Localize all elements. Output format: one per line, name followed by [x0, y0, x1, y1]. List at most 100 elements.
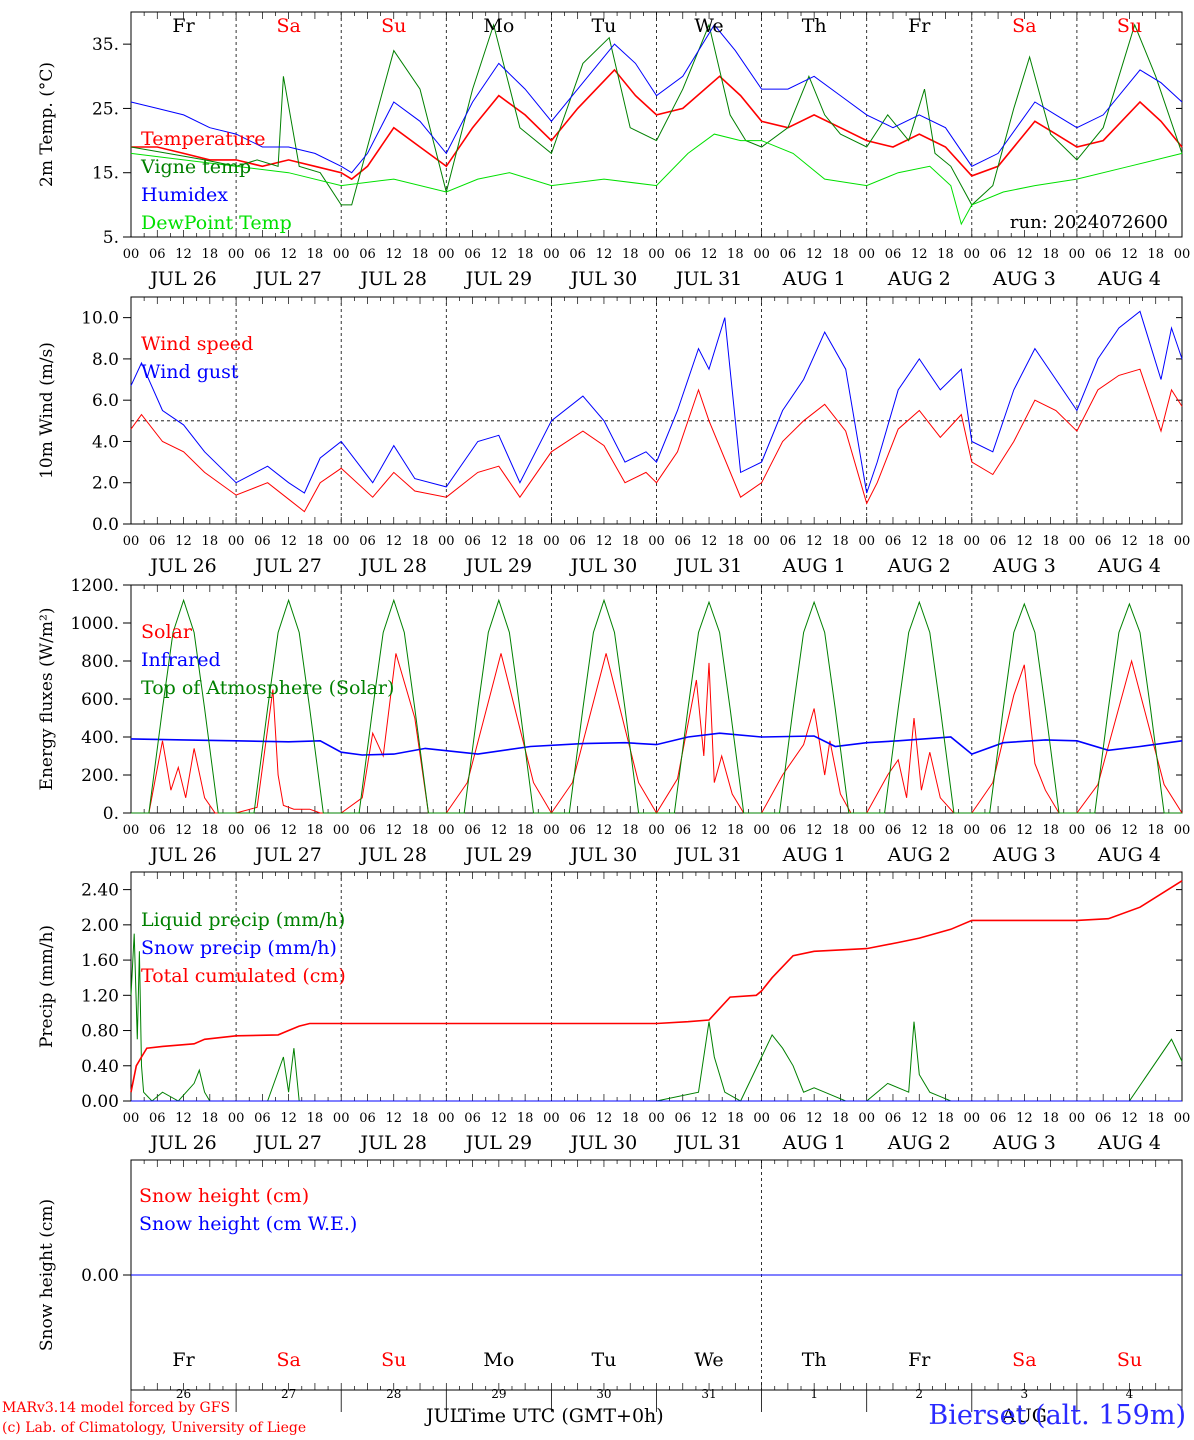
y-tick-label: 0.00 [81, 1266, 119, 1286]
legend-entry: Liquid precip (mm/h) [141, 909, 345, 931]
y-tick-label: 8.0 [92, 350, 119, 370]
hour-tick-label: 12 [1121, 823, 1138, 838]
hour-tick-label: 06 [675, 823, 692, 838]
hour-tick-label: 12 [701, 1111, 718, 1126]
hour-tick-label: 12 [911, 247, 928, 262]
hour-tick-label: 12 [1016, 1111, 1033, 1126]
hour-tick-label: 00 [543, 534, 560, 549]
hour-tick-label: 06 [254, 247, 271, 262]
hour-tick-label: 00 [1174, 823, 1191, 838]
legend-entry: Snow precip (mm/h) [141, 937, 337, 959]
hour-tick-label: 06 [885, 1111, 902, 1126]
legend-entry: Vigne temp [140, 156, 251, 178]
hour-tick-label: 12 [806, 823, 823, 838]
hour-tick-label: 06 [990, 823, 1007, 838]
hour-tick-label: 00 [123, 823, 140, 838]
date-label: AUG 4 [1097, 268, 1161, 290]
hour-tick-label: 06 [464, 247, 481, 262]
date-label: JUL 30 [569, 268, 637, 290]
hour-tick-label: 12 [175, 247, 192, 262]
date-label: AUG 2 [887, 1132, 951, 1154]
hour-tick-label: 06 [885, 247, 902, 262]
y-tick-label: 600. [81, 690, 119, 710]
hour-tick-label: 18 [832, 534, 849, 549]
date-label: AUG 4 [1097, 1132, 1161, 1154]
y-tick-label: 0.40 [81, 1057, 119, 1077]
series-line [131, 68, 1183, 181]
hour-tick-label: 06 [1095, 823, 1112, 838]
date-label: JUL 29 [464, 268, 532, 290]
hour-tick-label: 18 [1147, 823, 1164, 838]
hour-tick-label: 18 [412, 823, 429, 838]
hour-tick-label: 12 [806, 1111, 823, 1126]
hour-tick-label: 06 [464, 1111, 481, 1126]
legend-entry: Snow height (cm) [139, 1185, 309, 1207]
hour-tick-label: 12 [385, 1111, 402, 1126]
hour-tick-label: 06 [1095, 247, 1112, 262]
hour-tick-label: 06 [780, 247, 797, 262]
hour-tick-label: 12 [491, 247, 508, 262]
y-tick-label: 800. [81, 652, 119, 672]
hour-tick-label: 00 [858, 1111, 875, 1126]
hour-tick-label: 00 [228, 247, 245, 262]
series-line [131, 598, 1182, 814]
hour-tick-label: 12 [596, 247, 613, 262]
hour-tick-label: 12 [1121, 247, 1138, 262]
hour-tick-label: 06 [359, 823, 376, 838]
y-tick-label: 0. [103, 804, 119, 824]
day-number-label: 27 [281, 1387, 296, 1401]
y-tick-label: 5. [103, 228, 119, 248]
hour-tick-label: 06 [149, 823, 166, 838]
day-number-label: 1 [810, 1387, 818, 1401]
y-axis-label: Energy fluxes (W/m²) [37, 608, 57, 791]
hour-tick-label: 00 [964, 534, 981, 549]
day-number-label: 4 [1126, 1387, 1134, 1401]
date-label: JUL 29 [464, 844, 532, 866]
series-line [130, 732, 1183, 756]
date-label: JUL 28 [359, 555, 427, 577]
y-tick-label: 2.0 [92, 474, 119, 494]
hour-tick-label: 18 [307, 1111, 324, 1126]
hour-tick-label: 06 [254, 1111, 271, 1126]
hour-tick-label: 18 [517, 823, 534, 838]
date-label: AUG 4 [1097, 844, 1161, 866]
hour-tick-label: 18 [307, 534, 324, 549]
hour-tick-label: 06 [675, 534, 692, 549]
weekday-label: Fr [172, 1349, 195, 1371]
hour-tick-label: 18 [727, 247, 744, 262]
hour-tick-label: 12 [1016, 247, 1033, 262]
date-label: JUL 28 [359, 1132, 427, 1154]
weekday-label: Su [1117, 1349, 1142, 1371]
legend-entry: Humidex [141, 184, 228, 206]
hour-tick-label: 18 [1042, 1111, 1059, 1126]
date-label: JUL 26 [148, 1132, 216, 1154]
hour-tick-label: 06 [254, 823, 271, 838]
hour-tick-label: 00 [333, 1111, 350, 1126]
y-axis-label: Precip (mm/h) [37, 925, 57, 1048]
date-label: AUG 3 [992, 1132, 1056, 1154]
y-tick-label: 1.60 [81, 951, 119, 971]
hour-tick-label: 06 [675, 1111, 692, 1126]
panel-3: 0. 200. 400. 600. 800. 1000. 1200. Energy fluxe… [37, 576, 1190, 866]
date-label: JUL 28 [359, 268, 427, 290]
legend-entry: DewPoint Temp [141, 212, 292, 234]
day-number-label: 2 [915, 1387, 923, 1401]
hour-tick-label: 18 [517, 1111, 534, 1126]
hour-tick-label: 12 [280, 1111, 297, 1126]
legend-entry: Wind speed [141, 333, 253, 355]
y-tick-label: 400. [81, 728, 119, 748]
hour-tick-label: 00 [1174, 534, 1191, 549]
hour-tick-label: 00 [333, 823, 350, 838]
series-line [130, 933, 1183, 1102]
date-label: JUL 26 [148, 268, 216, 290]
weekday-label: Fr [908, 1349, 931, 1371]
y-axis-label: 2m Temp. (°C) [37, 62, 57, 187]
hour-tick-label: 00 [753, 534, 770, 549]
date-label: AUG 1 [782, 268, 846, 290]
hour-tick-label: 18 [832, 823, 849, 838]
hour-tick-label: 06 [464, 534, 481, 549]
date-label: JUL 27 [253, 268, 321, 290]
date-label: JUL 29 [464, 1132, 532, 1154]
hour-tick-label: 18 [937, 534, 954, 549]
panel-5: 0.00 Snow height (cm) Snow height (cm) Snow… [37, 1159, 1183, 1412]
